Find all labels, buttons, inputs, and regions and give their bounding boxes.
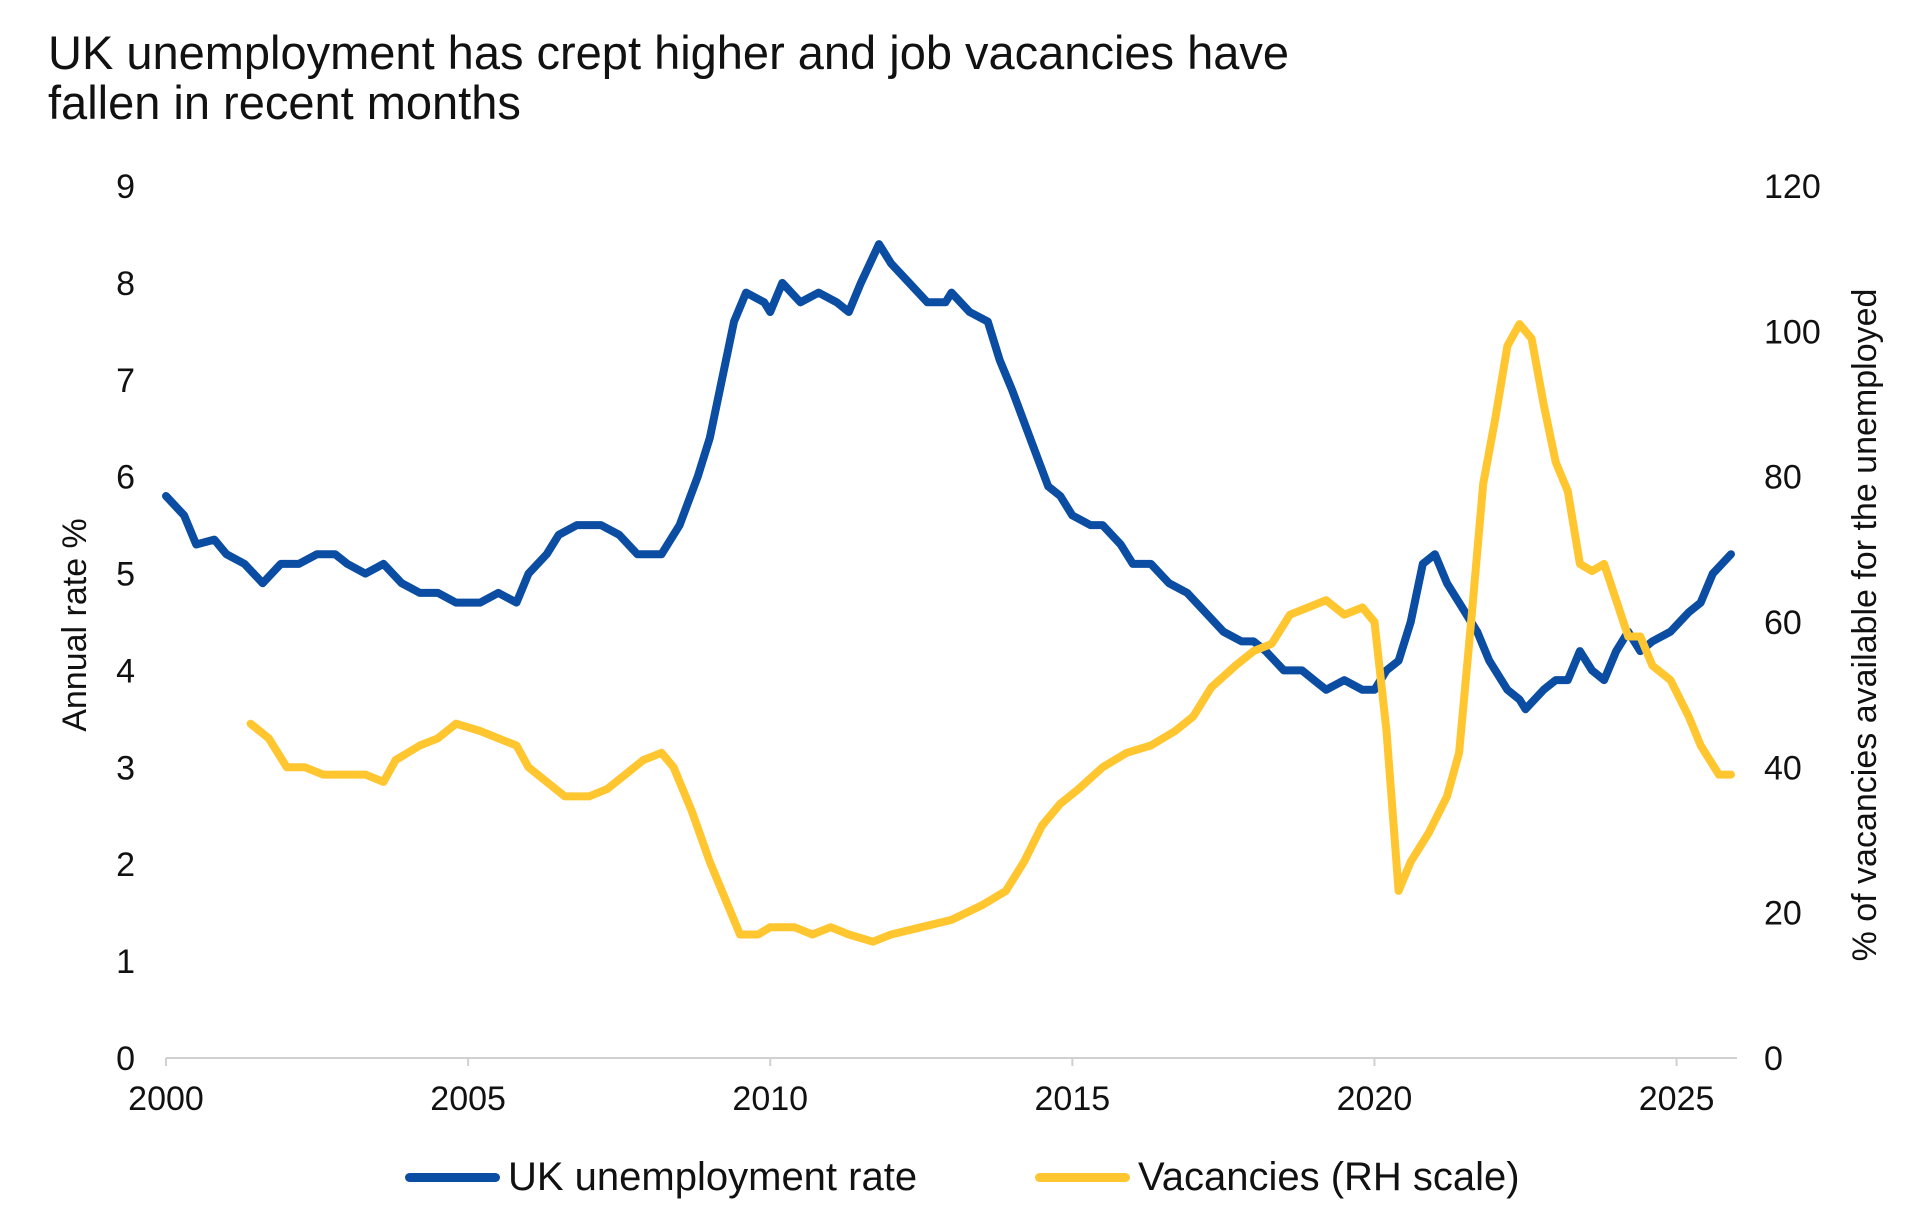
y-tick-label: 4	[116, 652, 135, 690]
y2-tick-label: 80	[1764, 459, 1802, 497]
y-tick-label: 6	[116, 459, 135, 497]
y2-tick-label: 60	[1764, 604, 1802, 642]
legend-label-vacancies: Vacancies (RH scale)	[1138, 1155, 1520, 1199]
legend-item-unemployment: UK unemployment rate	[405, 1155, 917, 1200]
x-tick-label: 2000	[128, 1080, 204, 1118]
chart-title: UK unemployment has crept higher and job…	[48, 28, 1548, 128]
x-tick-label: 2005	[430, 1080, 506, 1118]
series-line-unemployment	[162, 240, 1735, 714]
y2-tick-label: 100	[1764, 313, 1821, 351]
x-tick-label: 2015	[1035, 1080, 1111, 1118]
x-tick-label: 2025	[1639, 1080, 1715, 1118]
y-tick-label: 2	[116, 846, 135, 884]
legend-swatch-unemployment	[405, 1173, 500, 1182]
y2-tick-label: 40	[1764, 749, 1802, 787]
series-line-vacancies	[246, 320, 1735, 946]
chart-title-line-2: fallen in recent months	[48, 76, 521, 129]
y-tick-label: 5	[116, 556, 135, 594]
legend-swatch-vacancies	[1035, 1173, 1130, 1182]
y2-axis-label: % of vacancies available for the unemplo…	[1846, 289, 1884, 962]
x-tick-label: 2020	[1337, 1080, 1413, 1118]
chart-title-line-1: UK unemployment has crept higher and job…	[48, 26, 1290, 79]
y-axis-label: Annual rate %	[56, 518, 94, 732]
y2-tick-label: 0	[1764, 1040, 1783, 1078]
y-tick-label: 3	[116, 749, 135, 787]
y2-tick-label: 120	[1764, 168, 1821, 206]
y-tick-label: 7	[116, 362, 135, 400]
y-tick-label: 8	[116, 265, 135, 303]
y-tick-label: 0	[116, 1040, 135, 1078]
x-tick-label: 2010	[732, 1080, 808, 1118]
y-tick-label: 9	[116, 168, 135, 206]
legend-label-unemployment: UK unemployment rate	[508, 1155, 918, 1199]
y-tick-label: 1	[116, 943, 135, 981]
legend-item-vacancies: Vacancies (RH scale)	[1035, 1155, 1520, 1200]
y2-tick-label: 20	[1764, 895, 1802, 933]
